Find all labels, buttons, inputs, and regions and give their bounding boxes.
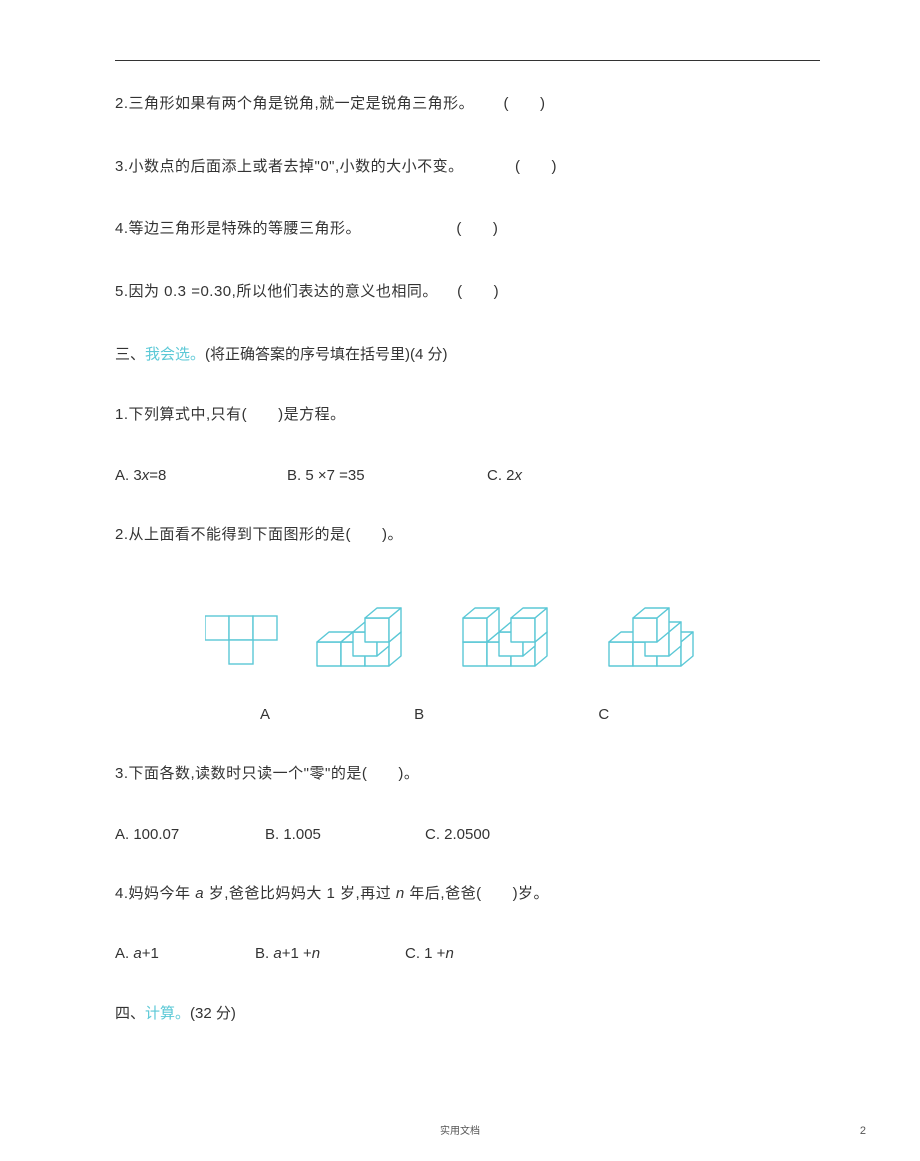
s3q4-mid1: 岁,爸爸比妈妈大 1 岁,再过 [204,885,396,902]
s3q4-optC-pre: C. 1 + [405,945,445,962]
s3q3-optC: C. 2.0500 [425,826,490,843]
s3q3-optB: B. 1.005 [265,826,425,843]
s3q4-optA-post: +1 [142,945,159,962]
q3-blank: ( ) [515,158,557,175]
s3q4-optB: B. a+1 +n [255,945,405,962]
s3q1-optC-pre: C. 2 [487,467,515,484]
sec3-prefix: 三、 [115,346,145,363]
s3q4-optA: A. a+1 [115,945,255,962]
section-3-header: 三、我会选。(将正确答案的序号填在括号里)(4 分) [115,343,820,364]
s3q4-pre: 4.妈妈今年 [115,885,195,902]
s3q4-mid2: 年后,爸爸( )岁。 [405,885,549,902]
s3q4-optC-var: n [445,945,453,962]
s3q3-optA: A. 100.07 [115,826,265,843]
s3q4-optC: C. 1 +n [405,945,454,962]
s3q3-stem: 3.下面各数,读数时只读一个"零"的是( )。 [115,763,820,786]
section-4-header: 四、计算。(32 分) [115,1002,820,1023]
top-rule [115,60,820,61]
s3q4-optB-mid: +1 + [282,945,312,962]
q2-text: 2.三角形如果有两个角是锐角,就一定是锐角三角形。 [115,95,474,112]
q3-text: 3.小数点的后面添上或者去掉"0",小数的大小不变。 [115,158,464,175]
s3q4-optB-var1: a [273,945,281,962]
q5-blank: ( ) [457,283,499,300]
q5-text: 5.因为 0.3 =0.30,所以他们表达的意义也相同。 [115,283,438,300]
sec4-prefix: 四、 [115,1005,145,1022]
q4-blank: ( ) [456,220,498,237]
s3q4-optB-var2: n [312,945,320,962]
s3q4-optA-var: a [133,945,141,962]
judge-q4: 4.等边三角形是特殊的等腰三角形。 ( ) [115,218,820,241]
s3q2-labels: A B C [115,706,820,723]
s3q1-options: A. 3x=8 B. 5 ×7 =35 C. 2x [115,467,820,484]
s3q4-varA: a [195,885,204,902]
q2-blank: ( ) [504,95,546,112]
footer-text: 实用文档 [0,1122,920,1137]
judge-q5: 5.因为 0.3 =0.30,所以他们表达的意义也相同。 ( ) [115,281,820,304]
s3q2-labelA: A [260,706,410,723]
s3q1-optA-post: =8 [149,467,166,484]
s3q4-optB-pre: B. [255,945,273,962]
s3q1-optA: A. 3x=8 [115,467,287,484]
s3q1-optC: C. 2x [487,467,522,484]
s3q2-stem: 2.从上面看不能得到下面图形的是( )。 [115,524,820,547]
sec3-highlight: 我会选。 [145,346,205,363]
s3q4-stem: 4.妈妈今年 a 岁,爸爸比妈妈大 1 岁,再过 n 年后,爸爸( )岁。 [115,883,820,906]
s3q4-optA-pre: A. [115,945,133,962]
s3q1-stem: 1.下列算式中,只有( )是方程。 [115,404,820,427]
judge-q3: 3.小数点的后面添上或者去掉"0",小数的大小不变。 ( ) [115,156,820,179]
s3q3-options: A. 100.07 B. 1.005 C. 2.0500 [115,826,820,843]
sec3-rest: (将正确答案的序号填在括号里)(4 分) [205,346,448,363]
s3q1-optC-var: x [515,467,523,484]
page-number: 2 [860,1125,866,1137]
q4-text: 4.等边三角形是特殊的等腰三角形。 [115,220,361,237]
sec4-rest: (32 分) [190,1005,236,1022]
s3q1-optA-pre: A. 3 [115,467,142,484]
s3q1-optB: B. 5 ×7 =35 [287,467,487,484]
s3q4-options: A. a+1 B. a+1 +n C. 1 +n [115,945,820,962]
s3q4-varN: n [396,885,405,902]
sec4-highlight: 计算。 [145,1005,190,1022]
judge-q2: 2.三角形如果有两个角是锐角,就一定是锐角三角形。 ( ) [115,93,820,116]
s3q2-labelC: C [598,706,609,723]
s3q2-labelB: B [414,706,594,723]
cube-diagram [205,586,820,696]
